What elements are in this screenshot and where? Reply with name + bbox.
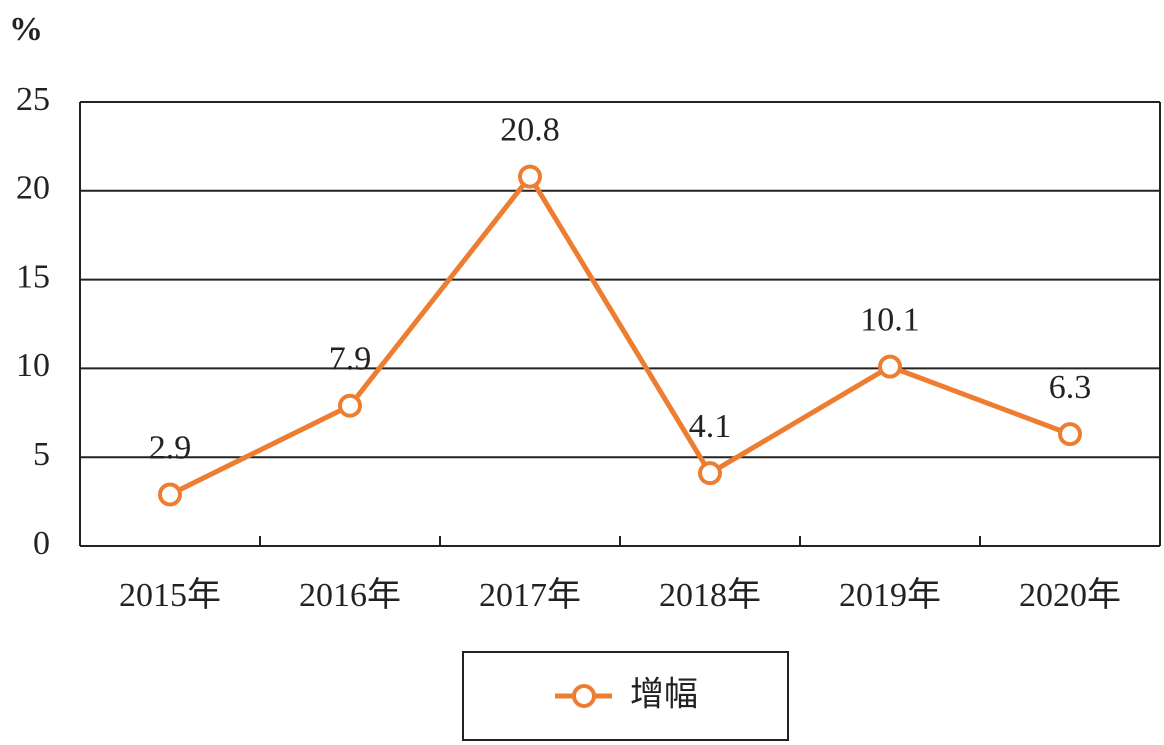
point-marker bbox=[1058, 422, 1082, 447]
data-label: 10.1 bbox=[860, 301, 920, 338]
point-marker bbox=[518, 164, 542, 189]
point-marker bbox=[158, 482, 182, 507]
data-label: 20.8 bbox=[500, 111, 560, 148]
data-label: 2.9 bbox=[149, 429, 192, 466]
data-label: 4.1 bbox=[689, 408, 732, 445]
x-tick-label: 2020年 bbox=[1019, 576, 1121, 614]
x-tick-label: 2019年 bbox=[839, 576, 941, 614]
data-label: 6.3 bbox=[1049, 369, 1092, 406]
x-tick-label: 2018年 bbox=[659, 576, 761, 614]
y-tick-label: 5 bbox=[33, 436, 50, 473]
point-marker bbox=[878, 354, 902, 379]
point-marker bbox=[698, 461, 722, 486]
y-tick-label: 25 bbox=[16, 81, 50, 118]
point-marker bbox=[338, 393, 362, 418]
series-line bbox=[168, 174, 1071, 497]
y-tick-label: 10 bbox=[16, 347, 50, 384]
y-tick-label: 20 bbox=[16, 170, 50, 207]
y-tick-label: 0 bbox=[33, 525, 50, 562]
x-tick-label: 2016年 bbox=[299, 576, 401, 614]
y-axis-label: % bbox=[9, 11, 43, 48]
x-tick-label: 2017年 bbox=[479, 576, 581, 614]
legend-label: 增幅 bbox=[630, 675, 698, 715]
legend-box bbox=[462, 651, 789, 741]
data-label: 7.9 bbox=[329, 340, 372, 377]
legend-marker bbox=[572, 684, 596, 708]
y-tick-label: 15 bbox=[16, 258, 50, 295]
x-tick-label: 2015年 bbox=[119, 576, 221, 614]
